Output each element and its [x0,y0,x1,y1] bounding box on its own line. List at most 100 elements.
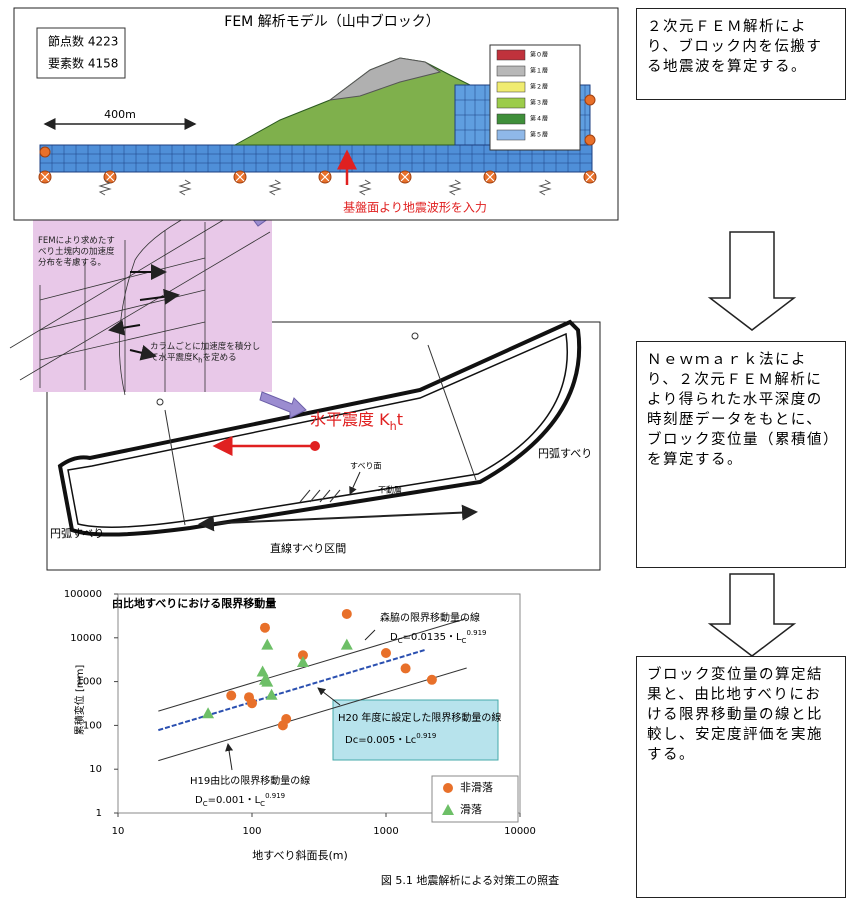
layer-label: 第２層 [530,83,548,91]
text-part: D [390,632,398,643]
layer-label: 第３層 [530,99,548,107]
x-tick-label: 10 [112,826,125,837]
point [426,674,437,685]
y-tick-label: 1000 [77,677,102,688]
text-part: カラムごとに加速度を積分して水平震度K [150,342,261,363]
support [584,94,596,106]
layer-swatch [496,49,526,61]
arc-label: 円弧すべり [538,446,592,460]
layer-swatch [496,81,526,93]
step-box: ブロック変位量の算定結果と、由比地すべりにおける限界移動量の線と比較し、安定度評… [636,656,846,898]
point [297,650,308,661]
input-label: 基盤面より地震波形を入力 [343,201,487,215]
layer-label: 第０層 [530,51,548,59]
point [340,638,353,650]
text-part: h [198,355,203,365]
straight-label: 直線すべり区間 [270,541,346,555]
limit-line [158,667,467,762]
text-part: =0.0135・L [403,632,462,643]
text-part: t [397,410,403,429]
point [247,698,257,709]
text-part: 0.919 [265,792,285,800]
text-part: C [398,637,403,645]
arc-label: 円弧すべり [50,526,104,540]
slip-label: すべり面 [350,462,381,471]
point [296,656,309,668]
x-axis-label: 地すべり斜面長(m) [252,849,348,862]
text-part: =0.001・L [208,795,261,806]
column-grid [9,209,271,396]
accel-arrow [139,288,180,305]
layer-swatch [496,97,526,109]
text-part: を定める [202,353,237,363]
text-part: C [462,637,467,645]
kh-label: 水平震度 Kht [310,410,403,433]
pointer [225,743,234,771]
line-formula: DC=0.001・LC0.919 [195,792,285,808]
accel-arrow [129,344,157,361]
spring [268,179,282,196]
support [584,134,596,146]
support-cross [585,172,595,182]
h20-box [332,699,499,761]
down-arrow [707,573,797,657]
spring [358,179,372,196]
spring [98,179,112,196]
step-box: Ｎｅｗｍａｒｋ法により、２次元ＦＥＭ解析により得られた水平深度の時刻歴データをも… [636,341,846,568]
line-label: 森脇の限界移動量の線 [380,611,480,624]
x-tick-label: 10000 [504,826,536,837]
slip-surface-line [67,332,568,528]
chart: 由比地すべりにおける限界移動量 累積変位 [mm] 地すべり斜面長(m) 1 10… [64,589,536,862]
point [202,707,215,719]
y-axis-label: 累積変位 [mm] [73,665,86,736]
text-part: C [203,800,208,808]
support-cross [485,172,495,182]
chart-title: 由比地すべりにおける限界移動量 [112,596,276,610]
down-arrow [707,231,797,331]
straight-arrow [198,504,478,532]
pointer [364,629,376,641]
y-tick-label: 1 [96,808,102,819]
point [226,690,237,701]
scale-label: 400m [104,108,136,121]
line-label: H20 年度に設定した限界移動量の線 [338,711,501,724]
slope-body [57,319,582,537]
kh-point [310,441,320,451]
y-tick-label: 100 [83,720,102,731]
support-cross [105,172,115,182]
text-part: 0.919 [466,629,486,637]
layer-label: 第５層 [530,131,548,139]
layer-swatch [496,65,526,77]
step-box: ２次元ＦＥＭ解析により、ブロック内を伝搬する地震波を算定する。 [636,8,846,100]
legend-label: 非滑落 [460,781,493,794]
stat: 節点数 4223 [48,34,118,49]
node [411,332,419,340]
layer-swatch [496,113,526,125]
support-cross [40,172,50,182]
pink-note: カラムごとに加速度を積分して水平震度Khを定める [150,342,268,366]
flow-arrow [259,391,307,419]
support [39,146,51,158]
text-part: h [390,420,397,433]
accel-arrow [108,319,141,336]
y-tick-label: 100000 [64,589,102,600]
limit-line [158,618,467,712]
caption: 図 5.1 地震解析による対策工の照査 [381,873,559,887]
section-line [427,344,477,481]
y-tick-label: 10 [89,764,102,775]
y-tick-label: 10000 [70,633,102,644]
spring [538,179,552,196]
point [381,647,391,658]
point [400,663,411,674]
point [261,675,274,687]
point [256,665,269,677]
text-part: Dc=0.005・Lc [345,735,416,746]
legend-label: 滑落 [460,803,482,816]
legend-marker [442,804,454,815]
layer-swatch [496,129,526,141]
pink-note: FEMにより求めたすべり土塊内の加速度分布を考慮する。 [38,236,115,268]
plot-frame [117,593,521,814]
point [341,608,352,619]
